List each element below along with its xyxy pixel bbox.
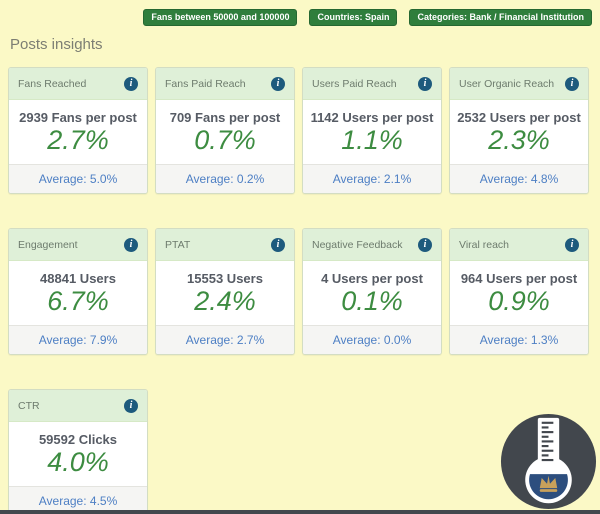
card-header: Users Paid Reach i [303, 68, 441, 100]
metric-percent: 6.7% [47, 286, 109, 317]
card-title: PTAT [165, 238, 191, 251]
metric-value: 2532 Users per post [457, 110, 581, 125]
card-average: Average: 0.2% [156, 164, 294, 193]
metric-value: 1142 Users per post [310, 110, 434, 125]
bottom-bar [0, 510, 600, 514]
info-icon[interactable]: i [124, 237, 138, 252]
card-body: 2939 Fans per post 2.7% [9, 100, 147, 164]
card-body: 15553 Users 2.4% [156, 261, 294, 325]
metric-card-users-paid-reach: Users Paid Reach i 1142 Users per post 1… [302, 67, 442, 194]
card-title: Negative Feedback [312, 238, 403, 251]
card-average: Average: 5.0% [9, 164, 147, 193]
card-average: Average: 2.7% [156, 325, 294, 354]
page-title: Posts insights [10, 36, 103, 53]
filter-badge-fans-range: Fans between 50000 and 100000 [143, 9, 298, 26]
card-body: 4 Users per post 0.1% [303, 261, 441, 325]
card-body: 709 Fans per post 0.7% [156, 100, 294, 164]
card-title: Users Paid Reach [312, 77, 397, 90]
card-header: Fans Reached i [9, 68, 147, 100]
card-header: User Organic Reach i [450, 68, 588, 100]
metric-card-viral-reach: Viral reach i 964 Users per post 0.9% Av… [449, 228, 589, 355]
card-body: 59592 Clicks 4.0% [9, 422, 147, 486]
metric-card-engagement: Engagement i 48841 Users 6.7% Average: 7… [8, 228, 148, 355]
filter-badge-countries: Countries: Spain [309, 9, 398, 26]
metric-value: 48841 Users [40, 271, 116, 286]
card-header: Viral reach i [450, 229, 588, 261]
metric-percent: 4.0% [47, 447, 109, 478]
info-icon[interactable]: i [565, 237, 579, 252]
filter-badge-categories: Categories: Bank / Financial Institution [409, 9, 592, 26]
info-icon[interactable]: i [124, 398, 138, 413]
metric-percent: 0.7% [194, 125, 256, 156]
metric-percent: 1.1% [341, 125, 403, 156]
metric-percent: 2.7% [47, 125, 109, 156]
metric-card-user-organic-reach: User Organic Reach i 2532 Users per post… [449, 67, 589, 194]
metric-percent: 0.9% [488, 286, 550, 317]
info-icon[interactable]: i [271, 237, 285, 252]
metric-card-fans-reached: Fans Reached i 2939 Fans per post 2.7% A… [8, 67, 148, 194]
card-header: Engagement i [9, 229, 147, 261]
metric-percent: 2.3% [488, 125, 550, 156]
metric-value: 964 Users per post [460, 271, 578, 286]
card-body: 2532 Users per post 2.3% [450, 100, 588, 164]
card-title: Fans Reached [18, 77, 87, 90]
card-title: CTR [18, 399, 40, 412]
card-body: 964 Users per post 0.9% [450, 261, 588, 325]
metric-value: 59592 Clicks [38, 432, 118, 447]
info-icon[interactable]: i [418, 237, 432, 252]
card-average: Average: 4.5% [9, 486, 147, 514]
card-average: Average: 1.3% [450, 325, 588, 354]
info-icon[interactable]: i [418, 76, 432, 91]
card-header: PTAT i [156, 229, 294, 261]
card-header: Negative Feedback i [303, 229, 441, 261]
metric-card-ctr: CTR i 59592 Clicks 4.0% Average: 4.5% [8, 389, 148, 514]
card-title: Viral reach [459, 238, 509, 251]
metric-value: 15553 Users [187, 271, 263, 286]
metric-value: 4 Users per post [321, 271, 423, 286]
metric-percent: 2.4% [194, 286, 256, 317]
card-title: Engagement [18, 238, 78, 251]
card-average: Average: 0.0% [303, 325, 441, 354]
metric-card-fans-paid-reach: Fans Paid Reach i 709 Fans per post 0.7%… [155, 67, 295, 194]
info-icon[interactable]: i [565, 76, 579, 91]
card-average: Average: 7.9% [9, 325, 147, 354]
metric-card-negative-feedback: Negative Feedback i 4 Users per post 0.1… [302, 228, 442, 355]
thermometer-crown-logo-icon [500, 413, 597, 510]
info-icon[interactable]: i [124, 76, 138, 91]
card-average: Average: 4.8% [450, 164, 588, 193]
card-body: 1142 Users per post 1.1% [303, 100, 441, 164]
metric-card-ptat: PTAT i 15553 Users 2.4% Average: 2.7% [155, 228, 295, 355]
card-body: 48841 Users 6.7% [9, 261, 147, 325]
metric-cards-grid: Fans Reached i 2939 Fans per post 2.7% A… [8, 67, 589, 514]
card-header: CTR i [9, 390, 147, 422]
metric-percent: 0.1% [341, 286, 403, 317]
card-title: Fans Paid Reach [165, 77, 246, 90]
info-icon[interactable]: i [271, 76, 285, 91]
card-header: Fans Paid Reach i [156, 68, 294, 100]
card-average: Average: 2.1% [303, 164, 441, 193]
card-title: User Organic Reach [459, 77, 555, 90]
filter-badges: Fans between 50000 and 100000 Countries:… [143, 9, 592, 26]
metric-value: 2939 Fans per post [19, 110, 137, 125]
metric-value: 709 Fans per post [169, 110, 281, 125]
